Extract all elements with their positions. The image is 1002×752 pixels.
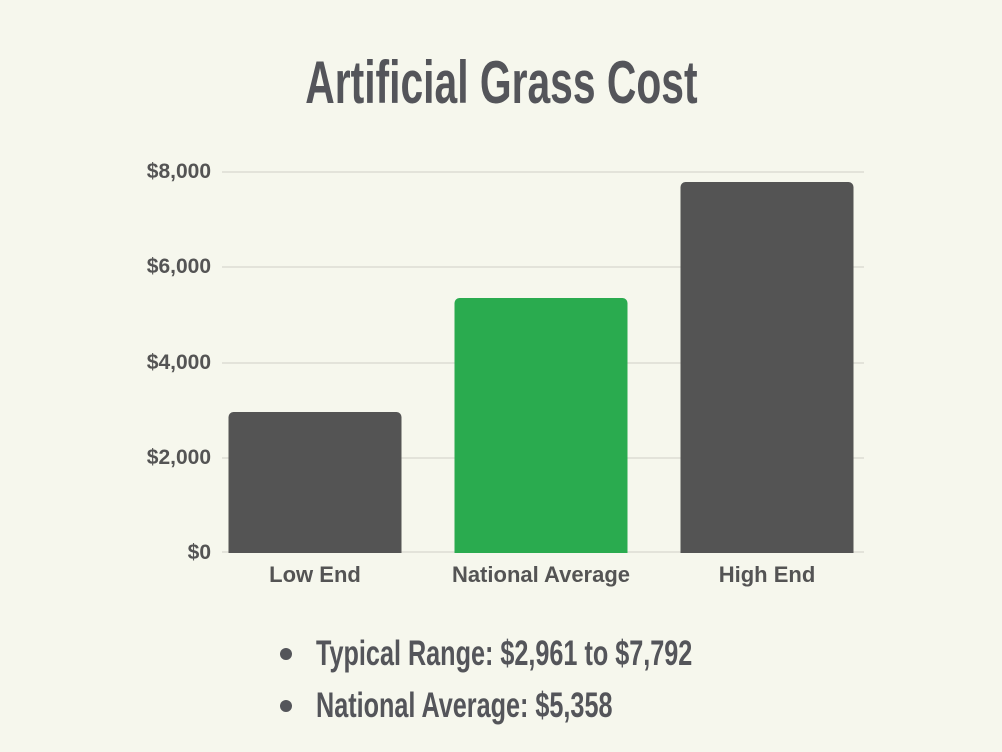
y-tick-label: $0 [187,541,211,564]
gridline-6000 [222,266,864,269]
bullet-icon [280,700,292,712]
y-tick-label: $6,000 [146,255,211,279]
bar-slot [654,172,880,553]
y-tick-label: $8,000 [146,160,211,183]
gridline-8000 [222,171,864,173]
y-tick-label: $2,000 [146,445,211,469]
x-axis: Low End National Average High End [202,562,880,588]
note-typical-range: Typical Range: $2,961 to $7,792 [280,628,839,680]
bars-layer [202,172,880,553]
y-tick-label: $4,000 [146,350,211,374]
x-label-low-end: Low End [269,562,361,587]
bar-national-average [454,297,628,553]
chart-title-text: Artificial Grass Cost [304,49,698,116]
bullet-icon [280,648,292,660]
notes-list: Typical Range: $2,961 to $7,792 National… [280,628,839,732]
bar-low-end [228,411,402,553]
chart-title: Artificial Grass Cost [0,48,1002,117]
bar-chart-plot-area [202,171,880,553]
bar-high-end [680,181,854,553]
bar-slot [428,172,654,553]
note-text: National Average: $5,358 [316,686,613,725]
x-label-national-average: National Average [451,562,631,587]
x-label-high-end: High End [718,562,816,587]
bar-slot [202,172,428,553]
note-national-average: National Average: $5,358 [280,680,839,732]
note-text: Typical Range: $2,961 to $7,792 [316,634,693,673]
